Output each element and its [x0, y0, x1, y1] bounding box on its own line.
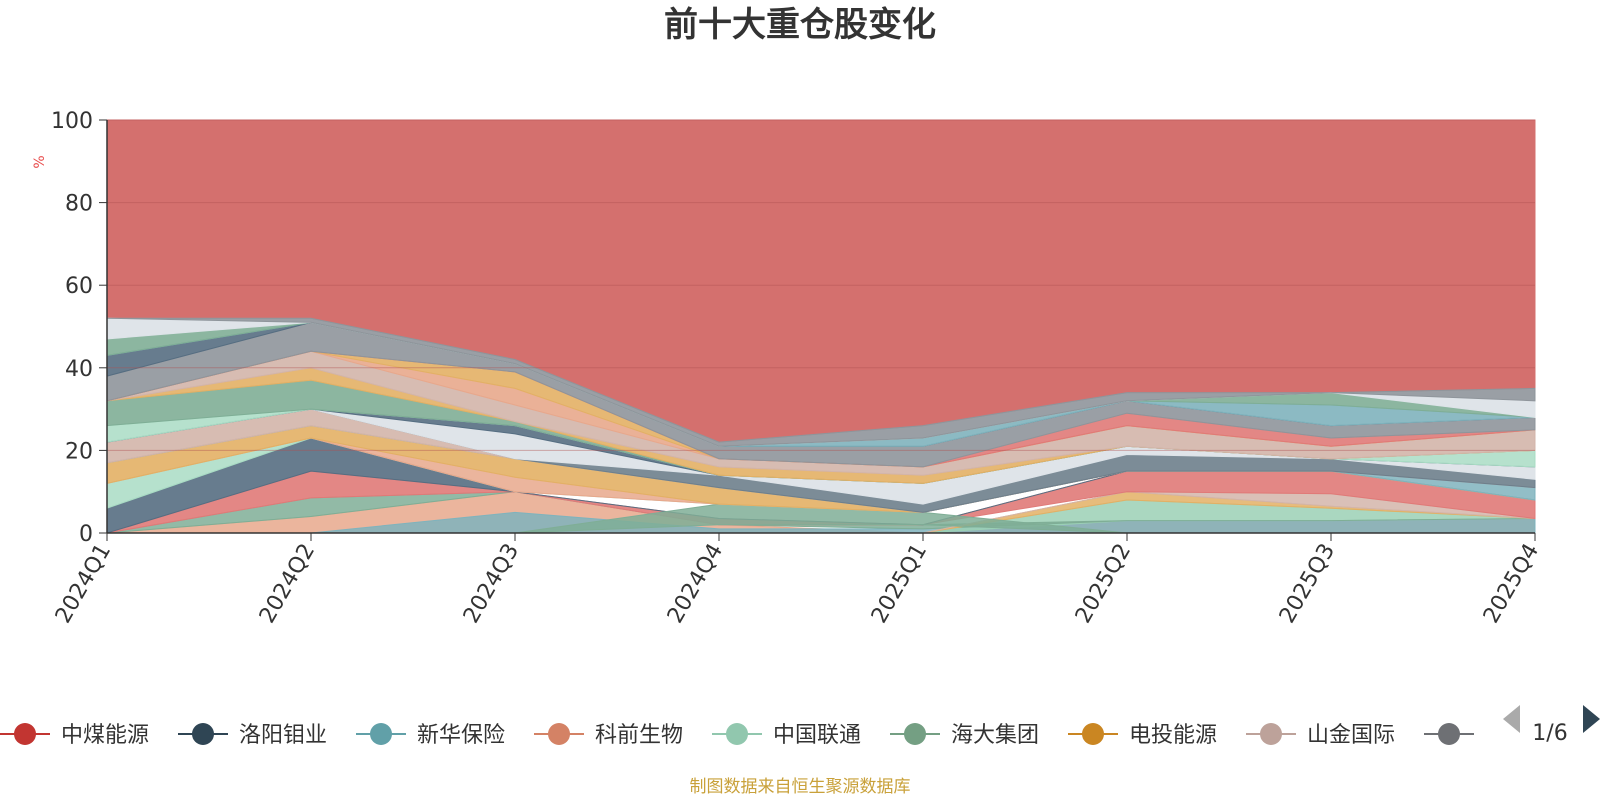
legend-item-5[interactable]: 海大集团 [890, 723, 1039, 748]
legend-item-7[interactable]: 山金国际 [1246, 723, 1395, 748]
legend-item-8[interactable]: 1 [1424, 723, 1499, 748]
y-tick-label-80: 80 [65, 192, 93, 217]
legend-item-1[interactable]: 洛阳钼业 [178, 723, 327, 748]
legend-item-3[interactable]: 科前生物 [534, 723, 683, 748]
y-tick-label-100: 100 [51, 109, 93, 134]
x-tick-label-6: 2025Q3 [1275, 540, 1340, 628]
legend-pager: 1/6 [1503, 705, 1600, 746]
legend-next-arrow[interactable] [1583, 705, 1600, 733]
y-tick-label-40: 40 [65, 357, 93, 382]
legend-marker-0 [14, 723, 36, 745]
legend-label-0: 中煤能源 [61, 723, 149, 748]
x-tick-label-3: 2024Q4 [663, 540, 728, 628]
legend-prev-arrow[interactable] [1503, 705, 1520, 733]
x-tick-label-4: 2025Q1 [867, 540, 932, 628]
legend-label-5: 海大集团 [951, 723, 1039, 748]
legend-marker-3 [548, 723, 570, 745]
legend-item-4[interactable]: 中国联通 [712, 723, 861, 748]
x-tick-label-1: 2024Q2 [255, 540, 320, 628]
legend-item-6[interactable]: 电投能源 [1068, 723, 1217, 748]
x-tick-label-0: 2024Q1 [51, 540, 116, 628]
gridlines [107, 119, 1535, 451]
legend-marker-2 [370, 723, 392, 745]
chart-title: 前十大重仓股变化 [664, 5, 936, 45]
legend: 中煤能源 洛阳钼业 新华保险 科前生物 中国联通 海大集团 电投能源 山金国际 1 [0, 723, 1499, 748]
legend-marker-1 [192, 723, 214, 745]
y-tick-label-20: 20 [65, 439, 93, 464]
legend-marker-8 [1438, 723, 1460, 745]
legend-label-7: 山金国际 [1307, 723, 1395, 748]
data-source-footer: 制图数据来自恒生聚源数据库 [690, 777, 911, 797]
legend-marker-6 [1082, 723, 1104, 745]
area-bands [106, 119, 1536, 534]
x-tick-label-5: 2025Q2 [1071, 540, 1136, 628]
legend-label-4: 中国联通 [773, 723, 861, 748]
x-tick-label-2: 2024Q3 [459, 540, 524, 628]
legend-marker-4 [726, 723, 748, 745]
legend-item-0[interactable]: 中煤能源 [0, 723, 149, 748]
legend-page-indicator: 1/6 [1532, 721, 1567, 746]
legend-item-2[interactable]: 新华保险 [356, 723, 505, 748]
y-axis-label: % [32, 155, 48, 168]
area-band-9 [107, 503, 1535, 534]
area-band-30 [106, 317, 1536, 447]
y-tick-label-60: 60 [65, 274, 93, 299]
legend-label-2: 新华保险 [417, 723, 505, 748]
y-tick-label-0: 0 [79, 522, 93, 547]
legend-marker-5 [904, 723, 926, 745]
legend-label-8: 1 [1485, 723, 1499, 748]
legend-label-1: 洛阳钼业 [239, 723, 327, 748]
legend-label-6: 电投能源 [1129, 723, 1217, 748]
legend-marker-7 [1260, 723, 1282, 745]
legend-label-3: 科前生物 [595, 723, 683, 748]
x-tick-label-7: 2025Q4 [1479, 540, 1544, 628]
